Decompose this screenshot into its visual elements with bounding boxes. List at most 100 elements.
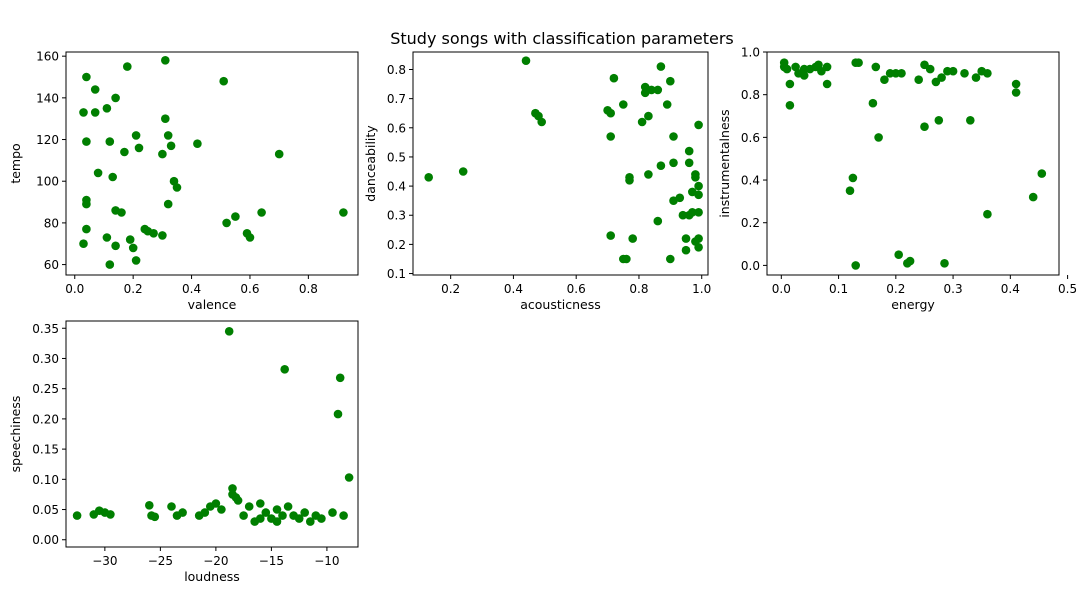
y-tick-label: 0.1 [387, 267, 406, 281]
data-point [82, 199, 91, 209]
axes-frame [65, 320, 359, 548]
data-point [694, 181, 703, 191]
data-point [105, 260, 115, 269]
data-point [244, 502, 254, 511]
data-point [1037, 169, 1047, 178]
data-point [283, 502, 293, 511]
data-point [172, 183, 182, 192]
data-point [90, 85, 100, 94]
y-tick-label: 140 [36, 91, 59, 105]
y-tick-label: 0.3 [387, 209, 406, 223]
data-point [609, 73, 619, 83]
data-point [905, 256, 915, 266]
data-point [653, 85, 663, 95]
data-point [167, 502, 176, 511]
data-point [666, 254, 675, 264]
data-point [105, 137, 115, 146]
y-tick-label: 0.8 [387, 63, 406, 77]
data-point [871, 62, 881, 72]
data-point [848, 173, 858, 183]
y-tick-label: 0.4 [741, 174, 760, 188]
x-tick-label: 0.8 [629, 282, 648, 296]
data-point [662, 100, 672, 109]
data-point [255, 499, 265, 508]
y-axis-label: danceability [363, 125, 378, 202]
data-point [111, 241, 120, 251]
data-point [333, 409, 343, 419]
data-point [150, 512, 160, 522]
data-point [983, 209, 992, 219]
data-point [93, 168, 103, 178]
x-tick-label: −20 [203, 554, 228, 568]
data-point [306, 517, 315, 526]
data-point [1011, 79, 1021, 89]
data-point [606, 132, 615, 141]
data-point [894, 250, 903, 259]
y-tick-label: 80 [44, 216, 59, 230]
data-point [339, 511, 348, 520]
data-point [521, 56, 531, 65]
data-point [606, 231, 615, 240]
y-tick-label: 0.2 [387, 238, 406, 252]
data-point [694, 190, 703, 200]
data-point [233, 496, 243, 505]
data-point [161, 114, 170, 123]
data-point [82, 72, 91, 82]
data-point [845, 186, 855, 195]
data-point [117, 208, 126, 217]
data-point [694, 208, 703, 217]
subplot-energy-instrumentalness: 0.0 0.1 0.2 0.3 0.4 0.5 0.0 0.2 0.4 0.6 0.8 1.0 ener… [717, 46, 1077, 313]
data-point [178, 508, 187, 517]
x-axis-label: energy [891, 297, 935, 312]
data-point [149, 229, 158, 238]
data-point [217, 505, 226, 514]
data-point [131, 256, 141, 265]
data-point [675, 193, 685, 203]
data-point [125, 235, 135, 244]
data-point [782, 64, 792, 74]
axes-frame [766, 51, 1060, 276]
data-point [622, 254, 631, 264]
data-point [102, 233, 112, 242]
y-tick-label: 0.5 [387, 150, 406, 164]
data-point [966, 116, 975, 125]
data-point [211, 499, 221, 508]
x-tick-label: 0.8 [299, 282, 318, 296]
y-tick-label: 100 [36, 175, 59, 189]
data-point [106, 510, 115, 519]
data-point [163, 131, 173, 140]
data-point [914, 75, 923, 84]
data-point [681, 245, 691, 255]
data-point [228, 484, 237, 493]
data-point [628, 234, 637, 243]
x-tick-label: 0.2 [886, 282, 905, 296]
data-point [163, 199, 173, 209]
data-point [317, 514, 326, 523]
data-point [656, 62, 666, 71]
data-point [131, 131, 141, 140]
data-point [681, 234, 691, 243]
x-tick-label: 0.0 [772, 282, 791, 296]
x-tick-label: 0.4 [1001, 282, 1020, 296]
data-point [255, 514, 265, 523]
data-point [678, 210, 688, 220]
x-tick-label: 1.0 [692, 282, 711, 296]
subplot-valence-tempo: 0.0 0.2 0.4 0.6 0.8 60 80 100 120 140 160 valence te… [8, 50, 359, 312]
data-point [193, 139, 202, 148]
data-point [822, 79, 832, 89]
data-point [983, 69, 992, 78]
data-point [272, 505, 282, 514]
data-point [200, 508, 210, 517]
data-point [971, 73, 981, 82]
data-point [300, 508, 310, 517]
y-axis-label: speechiness [8, 396, 23, 473]
data-point [90, 108, 100, 117]
x-tick-label: 0.6 [240, 282, 259, 296]
data-point [656, 161, 666, 170]
y-tick-label: 1.0 [741, 46, 760, 60]
data-point [940, 259, 949, 268]
data-point [280, 365, 290, 374]
x-tick-label: 0.2 [441, 282, 460, 296]
data-point [219, 76, 228, 86]
